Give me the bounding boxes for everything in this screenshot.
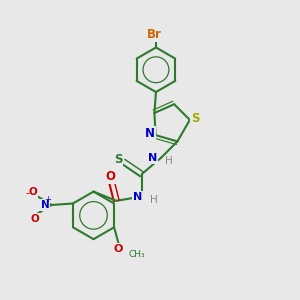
- Text: N: N: [40, 200, 50, 210]
- Text: N: N: [148, 153, 158, 163]
- Text: -: -: [25, 188, 29, 198]
- Text: N: N: [145, 127, 155, 140]
- Text: +: +: [44, 195, 51, 204]
- Text: S: S: [191, 112, 200, 125]
- Text: O: O: [106, 170, 116, 183]
- Text: O: O: [28, 187, 37, 197]
- Text: N: N: [133, 192, 142, 202]
- Text: Br: Br: [147, 28, 162, 41]
- Text: CH₃: CH₃: [129, 250, 146, 259]
- Text: O: O: [114, 244, 123, 254]
- Text: S: S: [114, 153, 122, 166]
- Text: H: H: [165, 156, 172, 166]
- Text: O: O: [30, 214, 39, 224]
- Text: H: H: [150, 195, 158, 205]
